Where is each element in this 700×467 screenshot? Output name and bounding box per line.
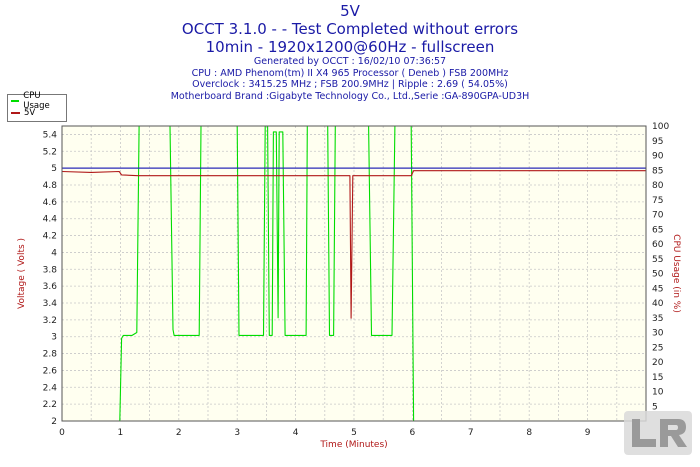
y-right-tick-label: 85 [652, 166, 663, 176]
y-left-tick-label: 3.4 [43, 299, 58, 309]
y-left-tick-label: 4.8 [43, 181, 58, 191]
plot-border [61, 125, 647, 422]
y-right-tick-label: 5 [652, 402, 658, 412]
x-axis-label: Time (Minutes) [319, 440, 387, 450]
y-axis-right-label: CPU Usage (in %) [671, 234, 681, 313]
y-right-tick-label: 20 [652, 358, 664, 368]
x-tick-label: 5 [351, 428, 357, 438]
y-right-tick-label: 10 [652, 388, 664, 398]
y-left-tick-label: 4 [51, 248, 57, 258]
x-tick-label: 1 [118, 428, 124, 438]
legend-swatch-cpu [11, 100, 20, 102]
y-left-tick-label: 5.4 [43, 130, 58, 140]
x-tick-label: 7 [468, 428, 474, 438]
series-line-5v [61, 170, 646, 319]
y-right-tick-label: 50 [652, 270, 664, 280]
y-right-tick-label: 65 [652, 225, 663, 235]
x-tick-label: 4 [293, 428, 299, 438]
chart-title: 5V [340, 2, 360, 20]
chart-subtitle-mode: 10min - 1920x1200@60Hz - fullscreen [205, 38, 495, 56]
tick-labels: 0 1 2 3 4 5 6 7 8 922.22.42.62.833.23.43.63.844.2… [43, 122, 670, 438]
y-right-tick-label: 75 [652, 196, 663, 206]
y-left-tick-label: 3.8 [43, 265, 58, 275]
y-left-tick-label: 3.2 [43, 316, 57, 326]
legend-item-cpu: CPU Usage [8, 91, 66, 111]
y-right-tick-label: 15 [652, 373, 663, 383]
y-right-tick-label: 40 [652, 299, 664, 309]
y-axis-left-label: Voltage ( Volts ) [17, 238, 27, 309]
y-right-tick-label: 80 [652, 181, 664, 191]
y-left-tick-label: 3.6 [43, 282, 58, 292]
x-tick-label: 6 [410, 428, 416, 438]
y-left-tick-label: 2.8 [43, 350, 58, 360]
y-right-tick-label: 90 [652, 152, 664, 162]
chart-subtitle-test: OCCT 3.1.0 - - Test Completed without er… [181, 20, 519, 38]
y-left-tick-label: 4.4 [43, 215, 58, 225]
y-right-tick-label: 45 [652, 284, 663, 294]
y-right-tick-label: 55 [652, 255, 663, 265]
x-tick-label: 0 [59, 428, 65, 438]
x-tick-label: 3 [234, 428, 240, 438]
x-tick-label: 9 [585, 428, 591, 438]
y-right-tick-label: 70 [652, 211, 664, 221]
y-right-tick-label: 60 [652, 240, 664, 250]
legend-swatch-5v [11, 112, 20, 114]
y-right-tick-label: 35 [652, 314, 663, 324]
y-right-tick-label: 100 [652, 122, 669, 132]
chart-legend: CPU Usage 5V [7, 91, 67, 122]
legit-reviews-logo-icon [622, 407, 694, 459]
y-right-tick-label: 25 [652, 343, 663, 353]
y-left-tick-label: 4.6 [43, 198, 58, 208]
y-left-tick-label: 2.2 [43, 400, 57, 410]
y-right-tick-label: 30 [652, 329, 664, 339]
y-left-tick-label: 5 [51, 164, 57, 174]
info-overclock: Overclock : 3415.25 MHz ; FSB 200.9MHz |… [192, 79, 508, 90]
info-motherboard: Motherboard Brand :Gigabyte Technology C… [170, 90, 530, 102]
y-left-tick-label: 2.4 [43, 383, 58, 393]
y-right-tick-label: 95 [652, 137, 663, 147]
y-left-tick-label: 2 [51, 417, 57, 427]
info-cpu: CPU : AMD Phenom(tm) II X4 965 Processor… [191, 67, 509, 79]
x-tick-label: 8 [526, 428, 532, 438]
y-left-tick-label: 4.2 [43, 232, 57, 242]
legend-label-cpu: CPU Usage [23, 91, 50, 111]
legend-label-5v: 5V [24, 108, 36, 118]
chart-titles: 5V OCCT 3.1.0 - - Test Completed without… [0, 0, 700, 102]
y-left-tick-label: 5.2 [43, 147, 57, 157]
info-generated: Generated by OCCT : 16/02/10 07:36:57 [253, 56, 447, 67]
legend-item-5v: 5V [8, 107, 66, 119]
y-left-tick-label: 2.6 [43, 366, 58, 376]
x-tick-label: 2 [176, 428, 182, 438]
y-left-tick-label: 3 [51, 333, 57, 343]
